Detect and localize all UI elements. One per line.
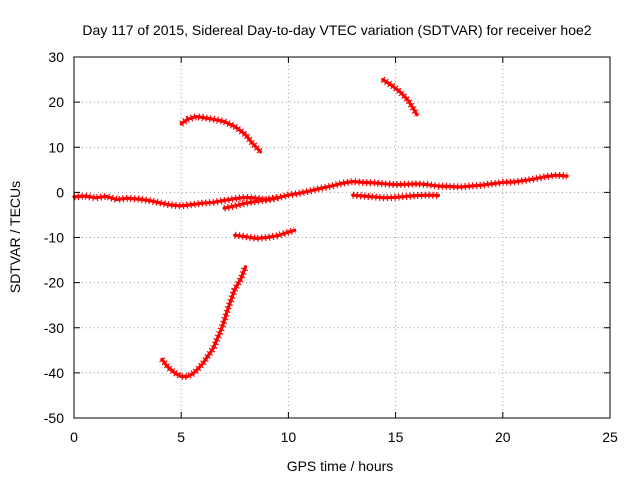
- chart-title: Day 117 of 2015, Sidereal Day-to-day VTE…: [82, 22, 591, 38]
- y-tick-label: 30: [48, 49, 64, 65]
- x-tick-label: 0: [70, 429, 78, 445]
- series-line-track-4: [179, 115, 263, 154]
- series-line-track-3: [351, 193, 441, 200]
- grid: [74, 57, 610, 418]
- y-tick-label: -30: [44, 320, 64, 336]
- y-tick-label: -50: [44, 410, 64, 426]
- y-tick-label: -40: [44, 365, 64, 381]
- series-line-track-7: [160, 265, 248, 379]
- x-axis-label: GPS time / hours: [287, 458, 394, 474]
- y-tick-label: 10: [48, 139, 64, 155]
- y-tick-label: 0: [56, 184, 64, 200]
- series-line-track-5: [381, 78, 419, 117]
- x-tick-label: 25: [602, 429, 618, 445]
- series-line-track-1: [72, 173, 569, 208]
- x-tick-label: 5: [177, 429, 185, 445]
- y-tick-label: -10: [44, 230, 64, 246]
- series-line-track-5-markers: [380, 76, 420, 117]
- series-line-track-6: [233, 228, 297, 240]
- y-tick-label: 20: [48, 94, 64, 110]
- x-tick-label: 15: [388, 429, 404, 445]
- y-axis-label: SDTVAR / TECUs: [7, 181, 23, 293]
- series-line-track-2: [222, 195, 280, 210]
- series-layer: [72, 76, 569, 380]
- x-tick-label: 20: [495, 429, 511, 445]
- x-tick-label: 10: [281, 429, 297, 445]
- axis-ticks: 0 5 10 15 20 25 -50 -40 -30 -20 -10 0 10 20 30: [44, 49, 618, 445]
- y-tick-label: -20: [44, 275, 64, 291]
